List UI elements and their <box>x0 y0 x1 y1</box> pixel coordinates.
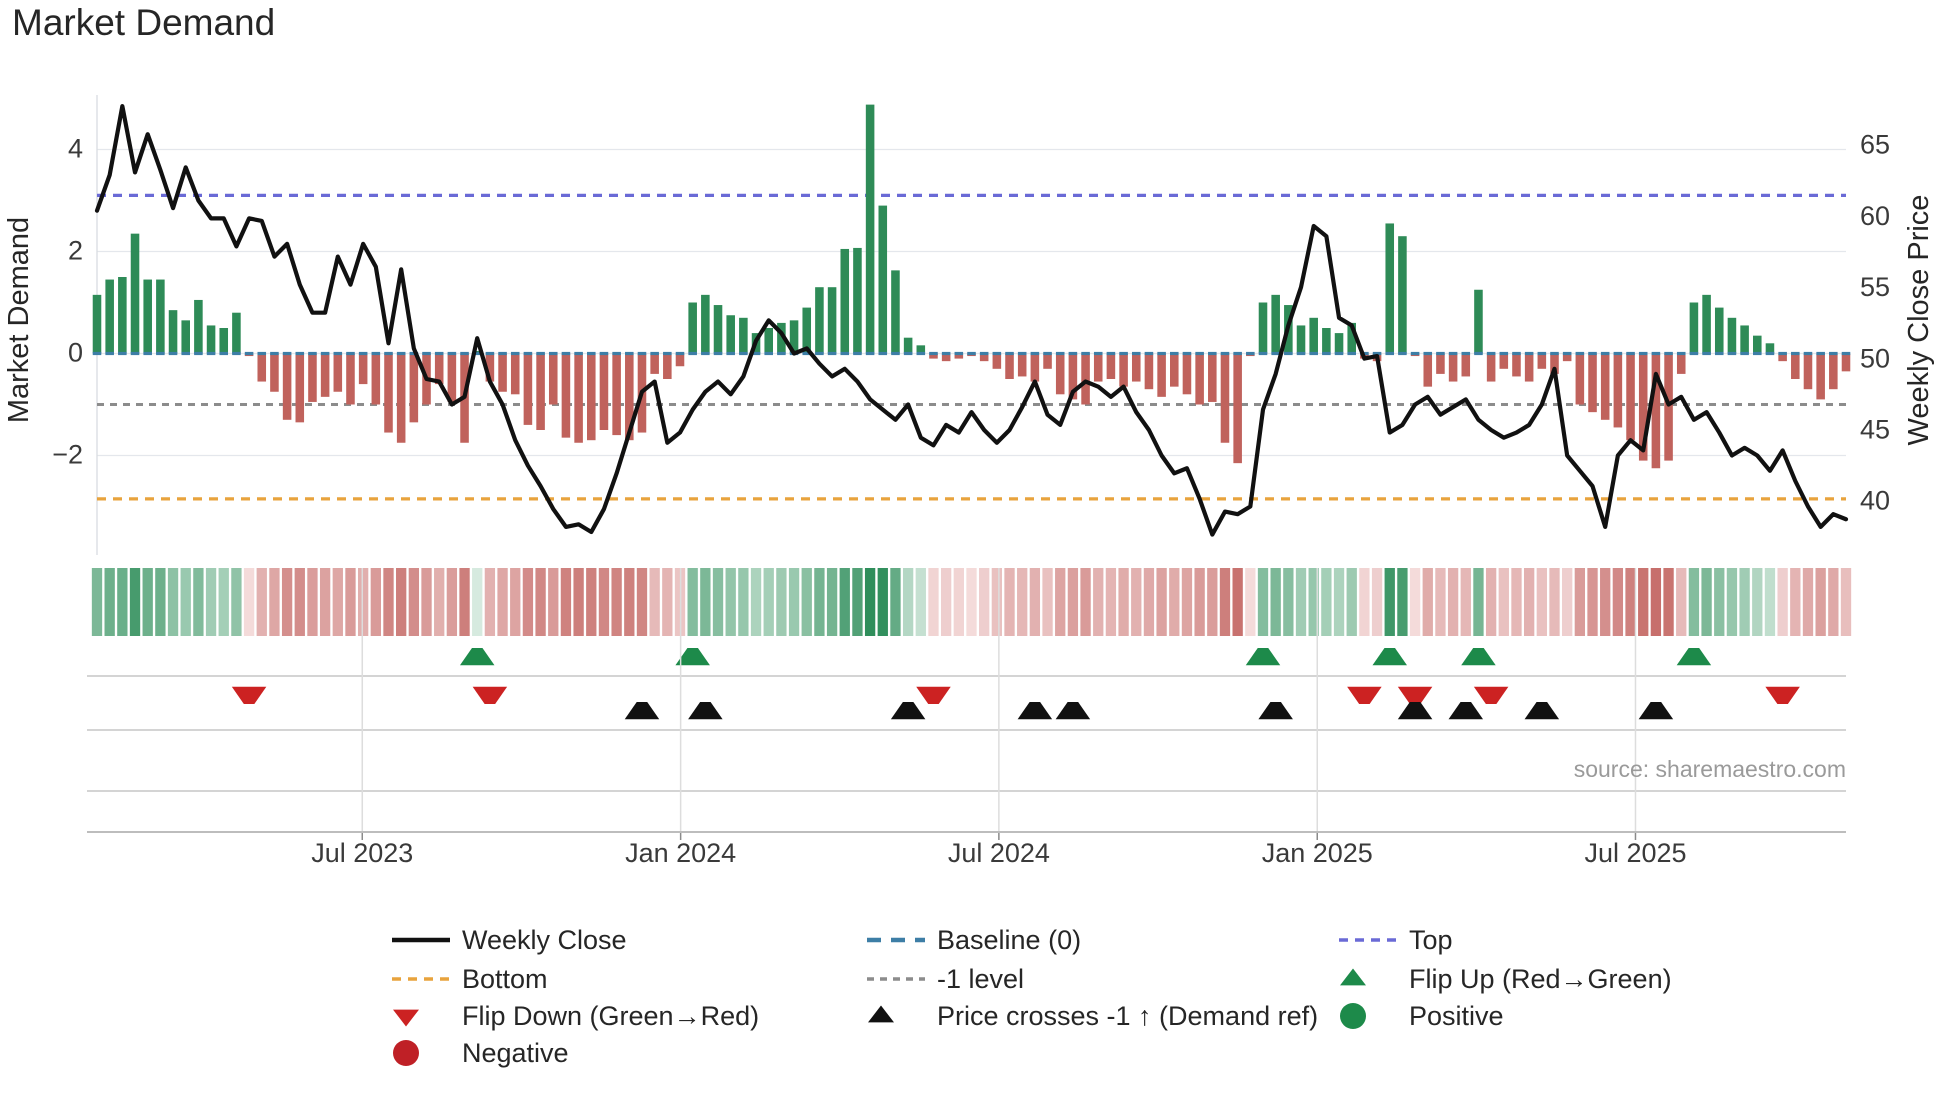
svg-text:-1 level: -1 level <box>937 964 1024 994</box>
svg-text:Weekly Close: Weekly Close <box>462 925 627 955</box>
svg-text:40: 40 <box>1860 486 1890 516</box>
svg-text:Flip Down (Green→Red): Flip Down (Green→Red) <box>462 1001 759 1031</box>
svg-text:Top: Top <box>1409 925 1453 955</box>
svg-text:Jan 2024: Jan 2024 <box>625 838 736 868</box>
svg-text:60: 60 <box>1860 201 1890 231</box>
svg-text:Bottom: Bottom <box>462 964 548 994</box>
svg-text:Baseline (0): Baseline (0) <box>937 925 1081 955</box>
svg-text:Jul 2024: Jul 2024 <box>948 838 1050 868</box>
svg-text:Weekly Close Price: Weekly Close Price <box>1903 195 1935 446</box>
svg-text:65: 65 <box>1860 130 1890 160</box>
svg-text:Positive: Positive <box>1409 1001 1504 1031</box>
svg-text:2: 2 <box>68 236 83 266</box>
svg-text:−2: −2 <box>52 440 83 470</box>
svg-text:0: 0 <box>68 338 83 368</box>
svg-text:source: sharemaestro.com: source: sharemaestro.com <box>1574 756 1846 782</box>
svg-text:50: 50 <box>1860 343 1890 373</box>
svg-text:45: 45 <box>1860 415 1890 445</box>
svg-text:Market Demand: Market Demand <box>3 217 35 423</box>
svg-text:Jul 2023: Jul 2023 <box>311 838 413 868</box>
svg-text:55: 55 <box>1860 272 1890 302</box>
svg-text:4: 4 <box>68 134 83 164</box>
svg-text:Price crosses -1 ↑ (Demand ref: Price crosses -1 ↑ (Demand ref) <box>937 1001 1318 1031</box>
svg-text:Jul 2025: Jul 2025 <box>1584 838 1686 868</box>
svg-text:Flip Up (Red→Green): Flip Up (Red→Green) <box>1409 964 1672 994</box>
svg-text:Jan 2025: Jan 2025 <box>1262 838 1373 868</box>
svg-text:Negative: Negative <box>462 1038 569 1068</box>
